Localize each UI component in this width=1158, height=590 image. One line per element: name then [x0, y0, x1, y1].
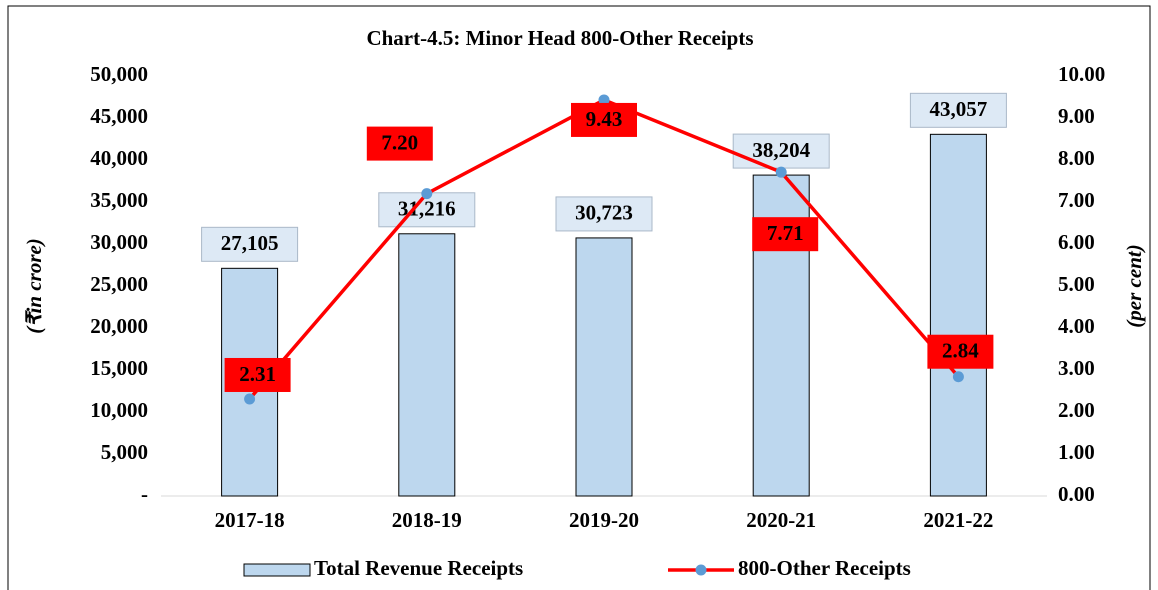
bar-label: 27,105 [221, 231, 279, 255]
y-tick-label: 25,000 [90, 272, 148, 296]
y2-tick-label: 8.00 [1058, 146, 1095, 170]
line-marker [952, 371, 964, 383]
bar [398, 233, 456, 497]
y-tick-label: 5,000 [101, 440, 148, 464]
y2-tick-label: 1.00 [1058, 440, 1095, 464]
bar-label-box [201, 226, 299, 262]
bar-label: 43,057 [930, 97, 988, 121]
line-label: 2.84 [942, 339, 979, 363]
y2-axis-title: (per cent) [1122, 244, 1146, 327]
bar-label-box [555, 196, 653, 232]
bar [929, 133, 987, 497]
y2-tick-label: 6.00 [1058, 230, 1095, 254]
line-marker [598, 94, 610, 106]
y2-tick-label: 4.00 [1058, 314, 1095, 338]
bar-label-box [909, 92, 1007, 128]
line-label-box [224, 357, 291, 392]
y-tick-label: 50,000 [90, 62, 148, 86]
line-label-box [571, 102, 637, 137]
line-label: 7.20 [381, 130, 418, 154]
y2-tick-label: 9.00 [1058, 104, 1095, 128]
x-tick-label: 2021-22 [923, 508, 993, 532]
legend-swatch [243, 563, 311, 577]
line-label-box [366, 126, 433, 161]
x-tick-label: 2020-21 [746, 508, 816, 532]
y-tick-label: 30,000 [90, 230, 148, 254]
y-tick-label: 15,000 [90, 356, 148, 380]
y-tick-label: - [141, 482, 148, 506]
y2-tick-label: 3.00 [1058, 356, 1095, 380]
line-label-box [927, 334, 994, 369]
line-label-box [752, 217, 819, 252]
y-tick-label: 45,000 [90, 104, 148, 128]
y-tick-label: 40,000 [90, 146, 148, 170]
y2-tick-label: 7.00 [1058, 188, 1095, 212]
chart-border [7, 5, 1151, 590]
line-marker [421, 188, 433, 200]
line-marker [244, 393, 256, 405]
bar-label: 30,723 [575, 201, 633, 225]
chart-title: Chart-4.5: Minor Head 800-Other Receipts [366, 26, 753, 50]
line-label: 2.31 [239, 362, 276, 386]
y2-tick-label: 0.00 [1058, 482, 1095, 506]
x-tick-label: 2018-19 [392, 508, 462, 532]
y-tick-label: 35,000 [90, 188, 148, 212]
legend-label: 800-Other Receipts [738, 556, 911, 580]
legend-marker [695, 564, 707, 576]
legend-label: Total Revenue Receipts [314, 556, 523, 580]
x-tick-label: 2019-20 [569, 508, 639, 532]
y-tick-label: 20,000 [90, 314, 148, 338]
y-tick-label: 10,000 [90, 398, 148, 422]
y-axis-title: (₹in crore) [22, 238, 46, 334]
line-label: 9.43 [586, 107, 623, 131]
bar-label-box [732, 133, 830, 169]
x-tick-label: 2017-18 [215, 508, 285, 532]
bar-label: 38,204 [752, 138, 810, 162]
bar [575, 237, 633, 497]
line-marker [775, 166, 787, 178]
y2-tick-label: 10.00 [1058, 62, 1105, 86]
line-label: 7.71 [767, 221, 804, 245]
y2-tick-label: 5.00 [1058, 272, 1095, 296]
y2-tick-label: 2.00 [1058, 398, 1095, 422]
